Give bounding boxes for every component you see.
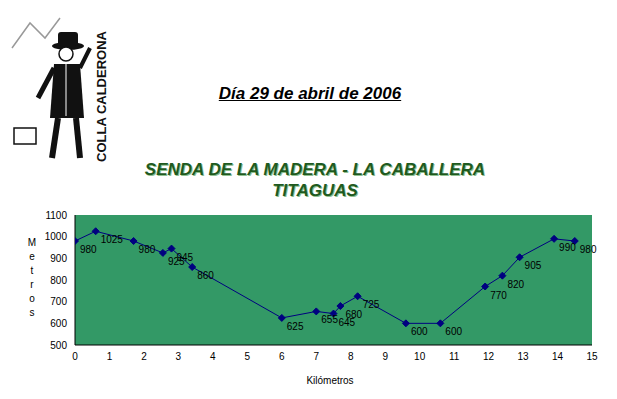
svg-text:700: 700	[50, 296, 67, 307]
svg-text:600: 600	[445, 326, 462, 337]
svg-text:980: 980	[80, 244, 97, 255]
svg-text:8: 8	[348, 351, 354, 362]
svg-text:0: 0	[72, 351, 78, 362]
svg-text:980: 980	[139, 244, 156, 255]
svg-text:770: 770	[490, 290, 507, 301]
svg-text:820: 820	[507, 279, 524, 290]
svg-text:2: 2	[141, 351, 147, 362]
svg-text:7: 7	[313, 351, 319, 362]
svg-text:655: 655	[321, 314, 338, 325]
svg-text:6: 6	[279, 351, 285, 362]
html-text:TITAGUAS: TITAGUAS	[272, 181, 358, 200]
svg-text:12: 12	[483, 351, 495, 362]
svg-text:11: 11	[449, 351, 460, 362]
svg-text:990: 990	[559, 242, 576, 253]
svg-text:600: 600	[50, 318, 67, 329]
svg-text:13: 13	[518, 351, 530, 362]
svg-text:14: 14	[552, 351, 564, 362]
svg-text:15: 15	[586, 351, 598, 362]
svg-text:945: 945	[177, 252, 194, 263]
svg-text:800: 800	[50, 275, 67, 286]
html-text:SENDA DE LA MADERA - LA CABALL: SENDA DE LA MADERA - LA CABALLERA	[144, 160, 486, 179]
svg-text:725: 725	[363, 299, 380, 310]
html-text:s: s	[29, 307, 35, 318]
svg-text:1025: 1025	[101, 234, 124, 245]
html-text:r: r	[30, 279, 34, 290]
svg-text:600: 600	[411, 326, 428, 337]
svg-text:10: 10	[414, 351, 426, 362]
svg-text:645: 645	[338, 316, 356, 328]
svg-text:980: 980	[580, 244, 597, 255]
svg-text:860: 860	[197, 270, 214, 281]
svg-text:1100: 1100	[45, 210, 67, 221]
svg-text:COLLA CALDERONA: COLLA CALDERONA	[94, 30, 109, 162]
svg-text:4: 4	[210, 351, 216, 362]
svg-text:500: 500	[50, 340, 67, 351]
html-text:o: o	[29, 293, 35, 304]
svg-text:1000: 1000	[45, 231, 68, 242]
svg-text:905: 905	[525, 260, 542, 271]
html-text:Día 29 de abril de 2006: Día 29 de abril de 2006	[218, 84, 402, 103]
svg-text:900: 900	[50, 253, 67, 264]
html-text:Kilómetros: Kilómetros	[306, 375, 354, 386]
svg-text:9: 9	[382, 351, 388, 362]
svg-text:5: 5	[245, 351, 251, 362]
svg-text:1: 1	[107, 351, 113, 362]
svg-text:680: 680	[345, 309, 362, 320]
svg-text:625: 625	[287, 321, 304, 332]
html-text:e: e	[29, 251, 35, 262]
html-text:M: M	[27, 237, 37, 248]
html-text:t: t	[30, 265, 34, 276]
svg-text:3: 3	[176, 351, 182, 362]
